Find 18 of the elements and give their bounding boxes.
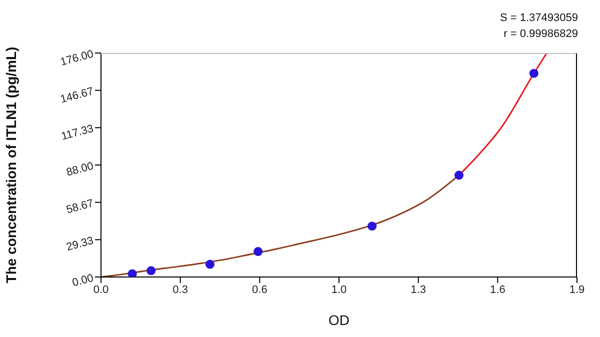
y-tick-label: 58.67 xyxy=(65,198,95,216)
x-tick-label: 1.6 xyxy=(490,284,506,296)
x-tick-label: 1.0 xyxy=(331,284,347,296)
y-tick-label: 176.00 xyxy=(59,48,95,68)
x-tick-label: 0.0 xyxy=(93,284,109,296)
x-tick-label: 0.3 xyxy=(172,284,188,296)
text: r = 0.99986829 xyxy=(502,27,578,42)
y-axis-title: The concentration of ITLN1 (pg/mL) xyxy=(2,46,19,284)
y-tick-label: 146.67 xyxy=(59,86,95,106)
x-tick-label: 0.6 xyxy=(252,284,268,296)
y-tick-label: 29.33 xyxy=(65,234,95,254)
x-tick-label: 1.3 xyxy=(410,284,426,296)
y-tick-label: 88.00 xyxy=(65,160,95,179)
x-tick-label: 1.9 xyxy=(569,284,585,296)
y-tick-label: 0.00 xyxy=(71,272,95,290)
x-axis-title: OD xyxy=(328,312,350,328)
text: S = 1.37493059 xyxy=(500,11,578,26)
y-tick-label: 117.33 xyxy=(60,122,95,143)
